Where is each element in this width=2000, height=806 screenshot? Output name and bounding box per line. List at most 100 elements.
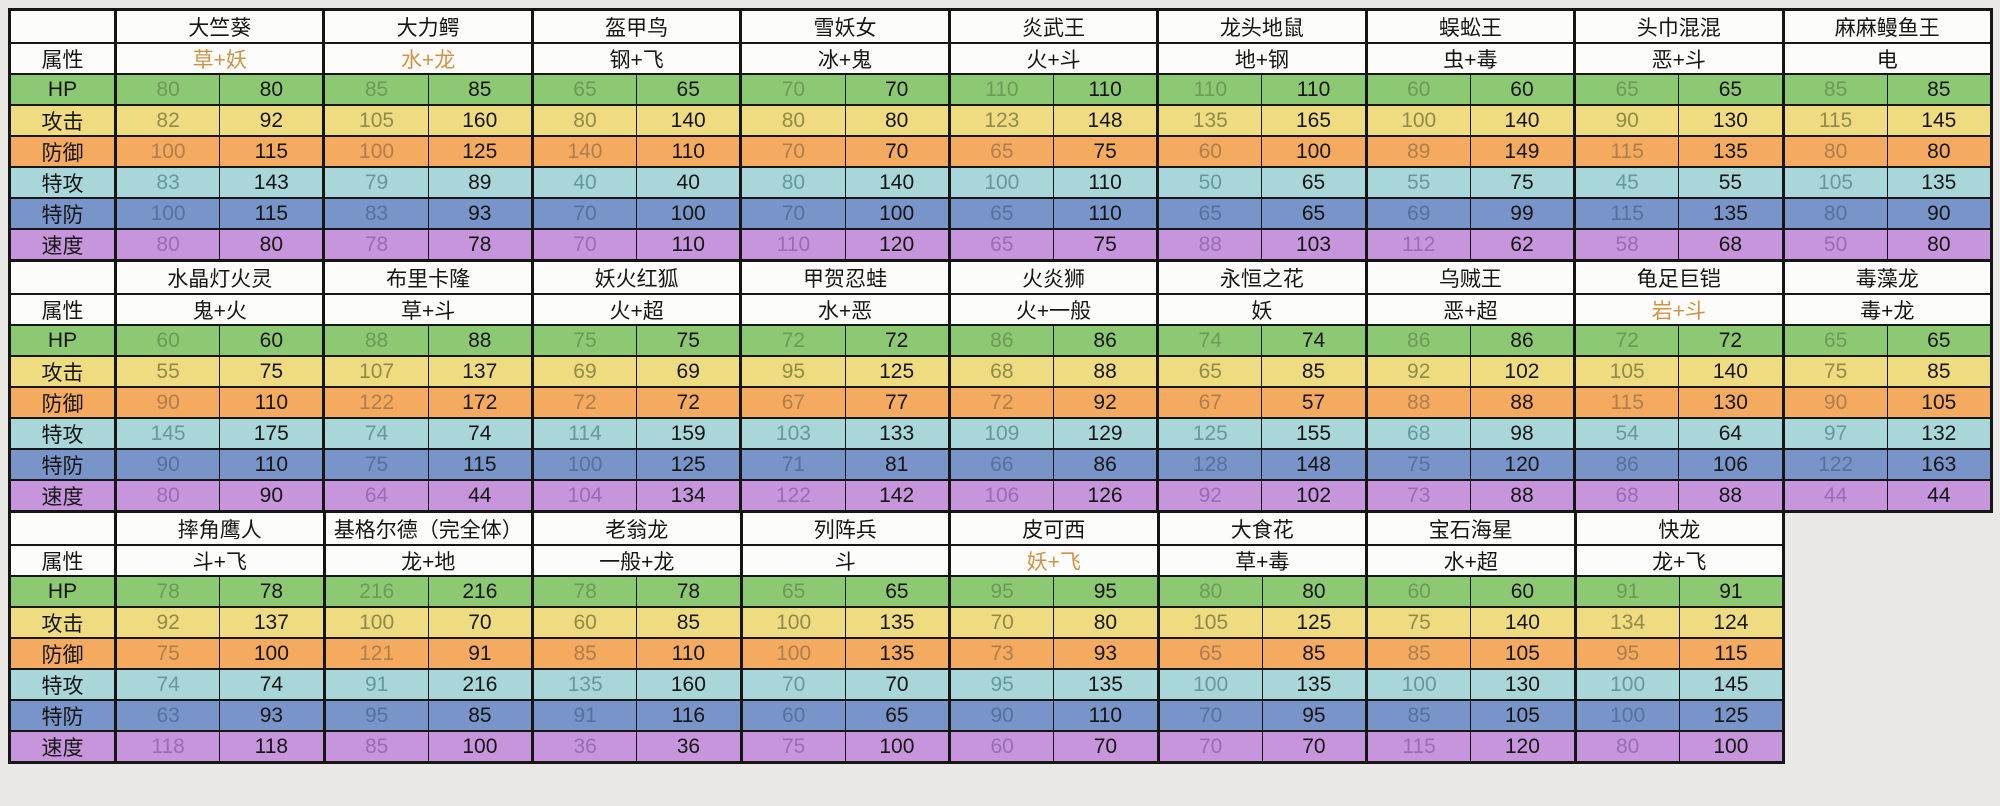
stat-cell: 80 90 xyxy=(117,481,326,510)
stat-base-value: 75 xyxy=(1785,357,1888,386)
pokemon-type-cell: 冰+鬼 xyxy=(742,44,951,73)
stat-boosted-value: 40 xyxy=(676,170,700,194)
stat-base-value: 82 xyxy=(117,106,221,135)
stat-cell: 123 148 xyxy=(950,106,1160,135)
stat-base-value: 80 xyxy=(742,106,846,135)
pokemon-name-cell: 宝石海星 xyxy=(1368,513,1577,544)
pokemon-name: 快龙 xyxy=(1658,518,1701,542)
stat-base-value: 95 xyxy=(742,357,846,386)
pokemon-type-cell: 草+斗 xyxy=(325,295,534,324)
stat-base-value: 70 xyxy=(742,137,846,166)
stat-cell: 74 74 xyxy=(117,670,326,699)
stat-base-value: 216 xyxy=(326,577,429,606)
stat-base-value: 60 xyxy=(1159,137,1263,166)
stat-base-value: 121 xyxy=(326,639,429,668)
stat-boosted-value: 65 xyxy=(885,579,909,603)
stat-cell: 103 133 xyxy=(742,419,951,448)
pokemon-name: 乌贼王 xyxy=(1438,267,1502,291)
stat-boosted-value: 85 xyxy=(468,703,492,727)
stat-cell: 70 70 xyxy=(742,75,951,104)
stat-boosted-value: 98 xyxy=(1510,421,1534,445)
stat-boosted-value: 159 xyxy=(670,421,706,445)
stat-boosted-value: 64 xyxy=(1718,421,1743,445)
stat-cell: 80 80 xyxy=(1784,137,1990,166)
stat-base-value: 54 xyxy=(1576,419,1680,448)
pokemon-type: 恶+斗 xyxy=(1651,48,1706,72)
stat-row-hp: HP 78 78 216 216 78 78 65 65 95 95 80 80 60 60 91 91 xyxy=(11,575,1782,606)
stat-row-spd: 特防 63 93 95 85 91 116 60 65 90 110 70 95 85 105 100 125 xyxy=(11,699,1782,730)
stat-cell: 122 163 xyxy=(1784,450,1990,479)
stat-boosted-value: 115 xyxy=(1714,641,1748,665)
stat-base-value: 86 xyxy=(951,326,1054,355)
stat-row-atk: 攻击 55 75 107 137 69 69 95 125 68 88 65 85 92 102 105 140… xyxy=(11,355,1990,386)
stat-base-value: 60 xyxy=(743,701,846,730)
stat-boosted-value: 142 xyxy=(879,483,915,507)
stat-base-value: 104 xyxy=(534,481,638,510)
stat-cell: 68 98 xyxy=(1367,419,1577,448)
stat-boosted-value: 165 xyxy=(1295,108,1332,132)
stat-cell: 106 126 xyxy=(950,481,1160,510)
stat-boosted-value: 124 xyxy=(1713,610,1749,634)
stat-boosted-value: 93 xyxy=(1093,641,1118,665)
stat-boosted-value: 105 xyxy=(1504,641,1540,665)
stat-base-value: 100 xyxy=(534,450,638,479)
stat-base-value: 74 xyxy=(325,419,429,448)
stat-cell: 90 105 xyxy=(1784,388,1990,417)
stat-boosted-value: 85 xyxy=(676,610,701,634)
stat-base-value: 91 xyxy=(534,701,638,730)
stat-base-value: 60 xyxy=(1368,577,1472,606)
stat-boosted-value: 137 xyxy=(462,359,498,383)
stat-row-label: 防御 xyxy=(11,137,117,166)
stat-cell: 112 62 xyxy=(1367,230,1577,259)
stat-boosted-value: 75 xyxy=(1093,139,1117,163)
stat-boosted-value: 88 xyxy=(1510,390,1534,414)
pokemon-name: 龟足巨铠 xyxy=(1636,267,1721,291)
stat-base-value: 70 xyxy=(951,608,1055,637)
stats-table-block: 摔角鹰人 基格尔德（完全体） 老翁龙 列阵兵 皮可西 大食花 宝石海星 快龙 属性 斗+飞 龙+地 一… xyxy=(8,510,1785,764)
stat-boosted-value: 149 xyxy=(1504,139,1540,163)
stat-base-value: 70 xyxy=(742,75,846,104)
stat-base-value: 74 xyxy=(117,670,221,699)
stat-boosted-value: 100 xyxy=(879,201,915,225)
stat-cell: 70 110 xyxy=(533,230,743,259)
stat-boosted-value: 125 xyxy=(1713,703,1749,727)
pokemon-type: 冰+鬼 xyxy=(817,48,873,72)
stat-cell: 60 60 xyxy=(117,326,326,355)
stat-boosted-value: 65 xyxy=(676,77,700,101)
pokemon-name-cell: 妖火红狐 xyxy=(534,262,743,293)
stat-boosted-value: 80 xyxy=(884,108,909,132)
stat-boosted-value: 62 xyxy=(1510,232,1534,256)
stat-row-atk: 攻击 92 137 100 70 60 85 100 135 70 80 105 125 75 140 134… xyxy=(11,606,1782,637)
stat-base-value: 68 xyxy=(951,357,1054,386)
stat-cell: 135 160 xyxy=(534,670,743,699)
pokemon-type: 斗 xyxy=(834,550,856,574)
stat-boosted-value: 172 xyxy=(462,390,498,414)
attribute-row-label: 属性 xyxy=(11,295,117,324)
pokemon-name-cell: 火炎狮 xyxy=(951,262,1160,293)
stat-cell: 91 116 xyxy=(534,701,743,730)
stat-base-value: 140 xyxy=(534,137,638,166)
stat-cell: 100 140 xyxy=(1367,106,1577,135)
stat-cell: 100 110 xyxy=(950,168,1160,197)
stat-base-value: 78 xyxy=(534,577,638,606)
stat-boosted-value: 80 xyxy=(1302,579,1326,603)
stat-cell: 110 120 xyxy=(742,230,951,259)
stat-cell: 140 110 xyxy=(533,137,743,166)
stat-boosted-value: 88 xyxy=(468,328,492,352)
pokemon-type-cell: 水+龙 xyxy=(325,44,534,73)
stat-boosted-value: 135 xyxy=(879,610,915,634)
stat-base-value: 115 xyxy=(1576,199,1680,228)
pokemon-name: 永恒之花 xyxy=(1219,267,1304,291)
pokemon-type-cell: 虫+毒 xyxy=(1368,44,1577,73)
stat-boosted-value: 145 xyxy=(1921,108,1957,132)
stat-base-value: 114 xyxy=(534,419,638,448)
stat-boosted-value: 135 xyxy=(879,641,915,665)
stat-base-value: 92 xyxy=(1368,357,1471,386)
stat-boosted-value: 129 xyxy=(1087,421,1123,445)
stat-row-label: 特防 xyxy=(11,199,117,228)
pokemon-type-cell: 火+超 xyxy=(534,295,743,324)
stat-cell: 60 60 xyxy=(1368,577,1577,606)
stat-cell: 66 86 xyxy=(950,450,1160,479)
stat-boosted-value: 140 xyxy=(1504,610,1540,634)
pokemon-type-cell: 水+超 xyxy=(1368,546,1577,575)
